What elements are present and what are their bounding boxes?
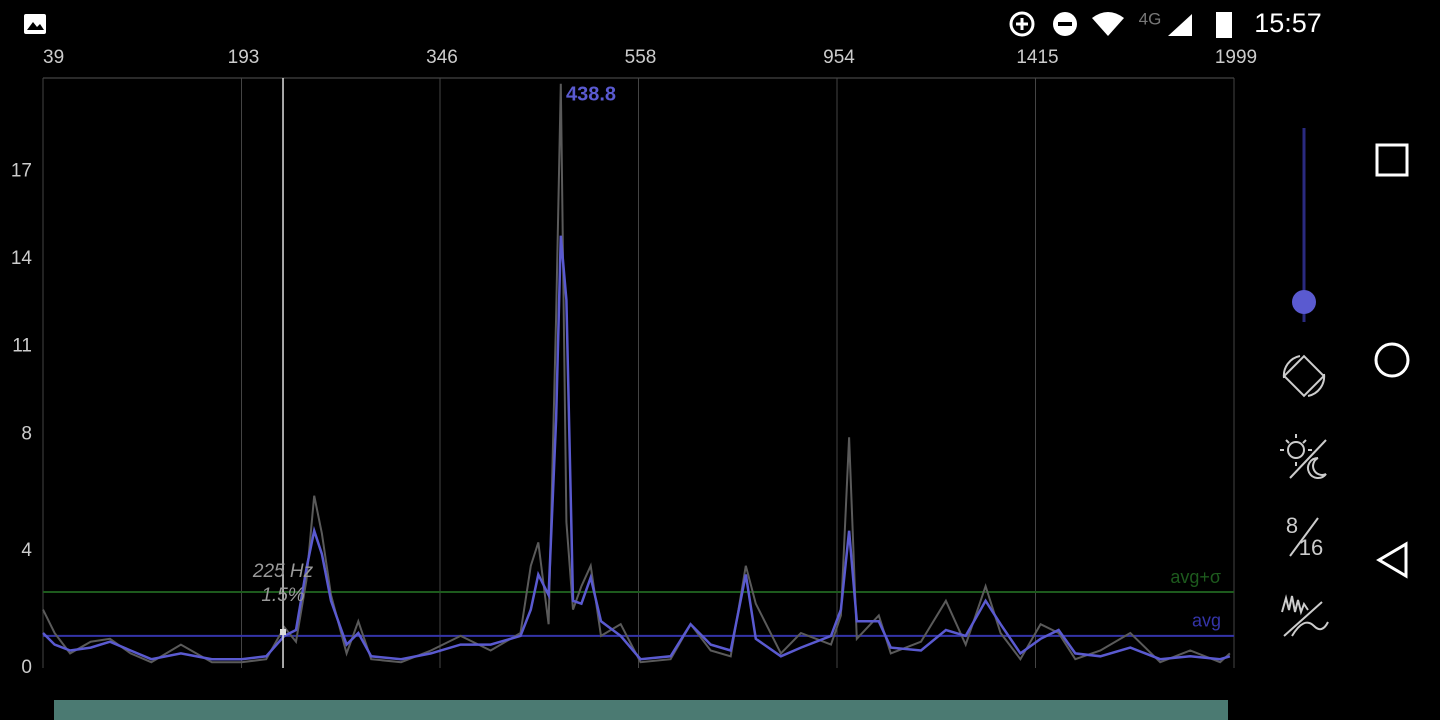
x-tick-label: 193 xyxy=(228,47,260,68)
bits-slash xyxy=(1289,517,1319,557)
back-button[interactable] xyxy=(1376,541,1408,579)
x-tick-label: 954 xyxy=(823,47,855,68)
y-tick-label: 4 xyxy=(21,540,32,561)
home-button[interactable] xyxy=(1374,342,1410,378)
x-tick-label: 1415 xyxy=(1016,47,1058,68)
sync-icon xyxy=(1009,11,1035,37)
x-tick-label: 346 xyxy=(426,47,458,68)
gallery-icon xyxy=(24,14,46,34)
sidebar: 8 16 xyxy=(1280,128,1329,637)
cursor-frequency: 225 Hz xyxy=(252,561,314,582)
signal-icon xyxy=(1168,14,1192,36)
bits-bottom: 16 xyxy=(1299,535,1323,560)
cursor-level: 1.5% xyxy=(261,585,304,606)
cursor-marker xyxy=(280,629,287,635)
spectrum-mode-button[interactable] xyxy=(1281,594,1329,637)
y-tick-label: 11 xyxy=(12,336,32,357)
y-tick-label: 0 xyxy=(21,657,32,678)
y-tick-label: 17 xyxy=(11,160,32,181)
y-tick-label: 8 xyxy=(21,423,32,444)
spectrum-plot: 39 193 346 558 954 1415 1999 0 4 8 11 14 17 avg+σ avg 2… xyxy=(11,47,1257,678)
reference-label: avg+σ xyxy=(1170,567,1221,587)
recents-button[interactable] xyxy=(1375,143,1409,177)
y-tick-label: 14 xyxy=(11,248,33,269)
reference-label: avg xyxy=(1192,611,1221,631)
bits-top: 8 xyxy=(1286,513,1298,538)
status-bar: 4G 15:57 xyxy=(24,8,1322,38)
bottom-bar[interactable] xyxy=(54,700,1228,720)
wifi-icon xyxy=(1092,12,1124,36)
clock: 15:57 xyxy=(1254,8,1322,38)
peak-label: 438.8 xyxy=(566,83,616,105)
x-tick-label: 558 xyxy=(625,47,657,68)
dnd-icon-bar xyxy=(1058,22,1072,26)
gallery-icon-detail xyxy=(27,22,44,30)
x-tick-label: 1999 xyxy=(1215,47,1257,68)
rotate-button[interactable] xyxy=(1282,354,1326,398)
x-tick-label: 39 xyxy=(43,47,64,68)
theme-button[interactable] xyxy=(1280,434,1327,479)
sync-icon-plus xyxy=(1016,18,1028,30)
slider-knob[interactable] xyxy=(1292,290,1316,314)
network-type: 4G xyxy=(1139,9,1162,28)
spectrum-line xyxy=(42,235,1231,661)
bits-button[interactable]: 8 16 xyxy=(1286,513,1323,560)
battery-icon xyxy=(1216,12,1232,38)
